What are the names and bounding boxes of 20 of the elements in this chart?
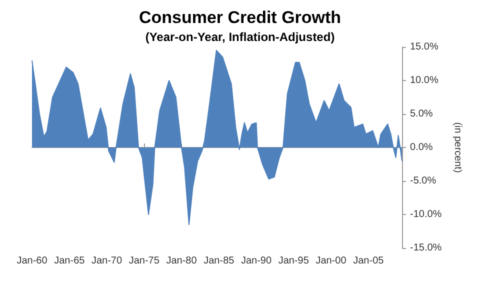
y-tick-label: -10.0%: [410, 209, 442, 220]
chart-title: Consumer Credit Growth: [138, 8, 342, 27]
x-tick-label: Jan-90: [240, 256, 272, 266]
x-tick-label: Jan-00: [316, 256, 347, 266]
x-tick-label: Jan-05: [353, 256, 384, 266]
y-tick-label: 10.0%: [410, 75, 438, 86]
x-tick-label: Jan-95: [278, 256, 310, 266]
x-tick-label: Jan-75: [128, 256, 160, 266]
y-tick-label: 15.0%: [410, 42, 438, 52]
y-tick-label: -15.0%: [410, 242, 442, 254]
x-tick-label: Jan-80: [166, 256, 198, 266]
x-tick-label: Jan-85: [204, 256, 235, 266]
chart-subtitle: (Year-on-Year, Inflation-Adjusted): [145, 30, 335, 44]
x-tick-label: Jan-65: [54, 256, 86, 266]
y-axis-title: (in percent): [452, 122, 464, 173]
y-tick-label: -5.0%: [410, 176, 436, 186]
y-tick-label: 5.0%: [410, 108, 433, 120]
x-tick-label: Jan-70: [91, 256, 122, 266]
y-tick-label: 0.0%: [410, 142, 433, 153]
x-tick-label: Jan-60: [16, 256, 48, 266]
